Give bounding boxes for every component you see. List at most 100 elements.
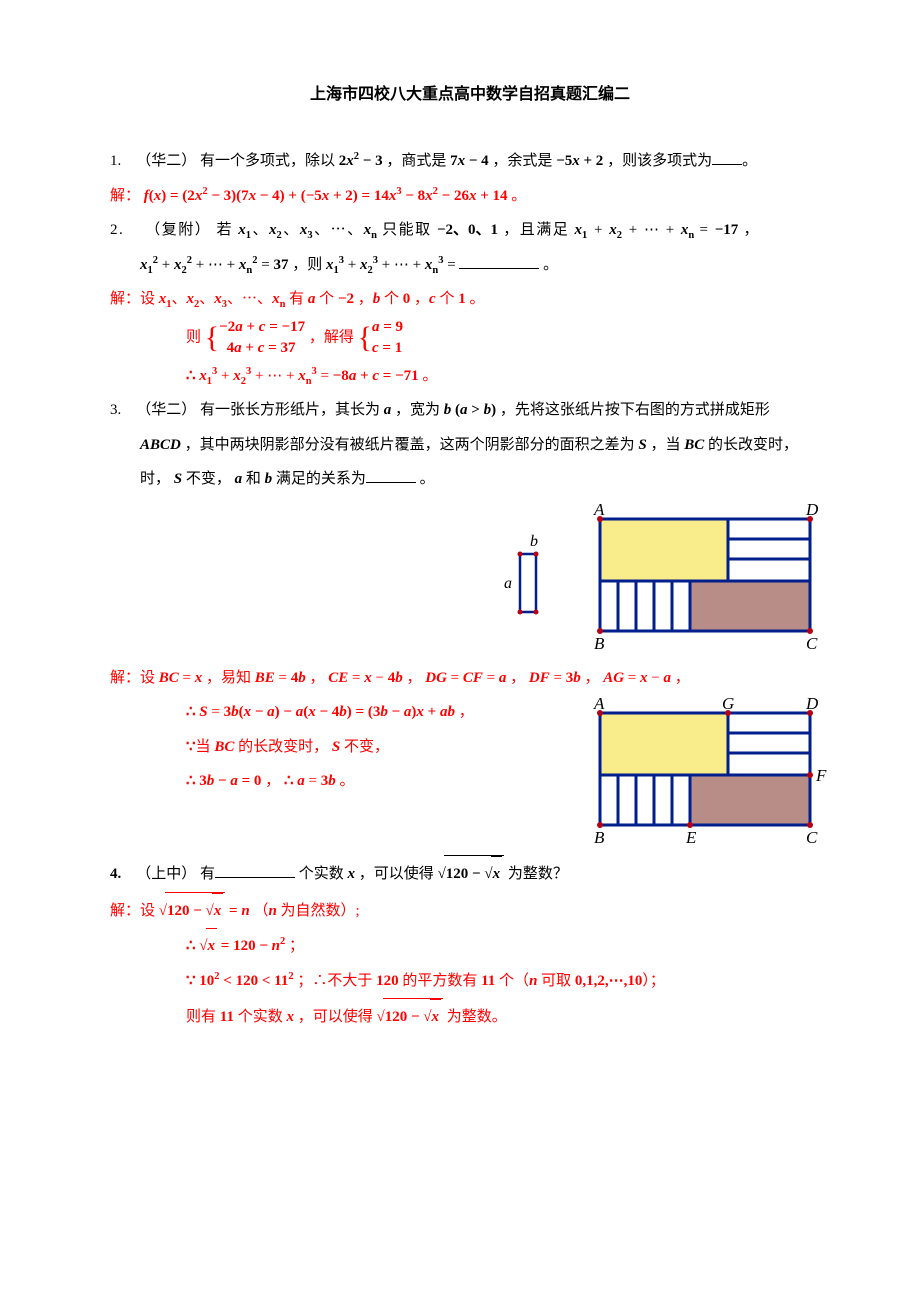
label-C: C	[806, 828, 818, 847]
p2-t4: ，则	[292, 257, 322, 273]
blank	[215, 862, 295, 878]
p4-sol-label: 解：设	[110, 903, 155, 919]
p4-3h: 可取	[541, 973, 571, 989]
p4-t2: 个实数	[299, 866, 344, 882]
p2-tail: 。	[543, 257, 558, 273]
p3-s: S	[638, 437, 646, 453]
p3-sol-S: ∴ S = 3b(x − a) − a(x − 4b) = (3b − a)x …	[110, 695, 570, 730]
p4-4g: 为整数。	[447, 1009, 507, 1025]
p3-t5: ，当	[650, 437, 680, 453]
p2-source: （复附）	[145, 222, 211, 238]
p3-sol-label: 解：设	[110, 670, 155, 686]
problem-3-sol-1: 解：设 BC = x ，易知 BE = 4b ， CE = x − 4b ， D…	[110, 661, 830, 696]
problem-3: 3. （华二） 有一张长方形纸片，其长为 a ，宽为 b (a > b) ，先将…	[110, 393, 830, 428]
p2-final-tail: 。	[422, 368, 437, 384]
p3-t7: 不变，	[186, 471, 231, 487]
p4-4e: ，可以使得	[298, 1009, 373, 1025]
p4-t4: 为整数？	[508, 866, 568, 882]
problem-2: 2. （复附） 若 x1、x2、x3、⋯、xn 只能取 −2、0、1 ，且满足 …	[110, 213, 830, 248]
p3-sol-tail: 。	[339, 773, 354, 789]
small-rect-svg: b a	[500, 526, 550, 626]
p1-t4: ，则该多项式为	[607, 153, 712, 169]
problem-3-line3: 时， S 不变， a 和 b 满足的关系为 。	[110, 462, 830, 497]
p4-3i: 0,1,2,⋯,10	[575, 973, 643, 989]
problem-2-line2: x12 + x22 + ⋯ + xn2 = 37 ，则 x13 + x23 + …	[110, 248, 830, 283]
p4-3e: 11	[481, 973, 495, 989]
small-rect-fig: b a	[500, 526, 550, 626]
blank	[712, 149, 742, 165]
p3-sol-because: ∵∵当当 BC 的长改变时， S 不变，	[110, 730, 570, 765]
label-F: F	[815, 766, 827, 785]
label-E: E	[685, 828, 697, 847]
p3-b: b	[444, 402, 452, 418]
problem-4-sol-2: ∴ √x = 120 − n2 ；	[110, 928, 830, 964]
p4-4a: 则有	[186, 1009, 216, 1025]
p4-4c: 个实数	[238, 1009, 283, 1025]
p2-sol-label: 解：设	[110, 291, 155, 307]
p1-tail: 。	[742, 153, 757, 169]
p3-t3: ，先将这张纸片按下右图的方式拼成矩形	[500, 402, 770, 418]
p3-sol-therefore: ∴ 3b − a = 0 ， ∴ a = 3b 。	[110, 764, 570, 799]
problem-4-sol-3: ∵ 102 < 120 < 112 ；∴不大于 120 的平方数有 11 个（n…	[110, 964, 830, 999]
p1-t1: 有一个多项式，除以	[200, 153, 335, 169]
problem-3-line2: ABCD ，其中两块阴影部分没有被纸片覆盖，这两个阴影部分的面积之差为 S ，当…	[110, 428, 830, 463]
p3-sol-t2: 的长改变时，	[238, 739, 328, 755]
p3-a: a	[384, 402, 392, 418]
p4-3b: ；∴不大于	[297, 973, 372, 989]
p3-t2: ，宽为	[395, 402, 440, 418]
p3-t6: 的长改变时，	[708, 437, 798, 453]
problem-1: 1. （华二） 有一个多项式，除以 2x2 − 3 ，商式是 7x − 4 ，余…	[110, 144, 830, 179]
p3-t8: 和	[246, 471, 261, 487]
problem-4-sol-4: 则有 11 个实数 x ，可以使得 √120 − √x 为整数。	[110, 998, 830, 1035]
p2-num: 2.	[110, 222, 124, 238]
p3-tail: 。	[420, 471, 435, 487]
fig1-svg: A D B C	[590, 501, 830, 651]
p4-3g: n	[529, 973, 537, 989]
p1-num: 1.	[110, 153, 121, 169]
p3-t1: 有一张长方形纸片，其长为	[200, 402, 380, 418]
p2-sol-t1: 有	[289, 291, 304, 307]
problem-4: 4. （上中） 有 个实数 x ，可以使得 √120 − √x 为整数？	[110, 855, 830, 892]
p1-sol-tail: 。	[511, 188, 526, 204]
p2-solve: ，解得	[309, 329, 354, 345]
p3-sol-t1: ，易知	[206, 670, 251, 686]
p4-4d: x	[286, 1009, 294, 1025]
p3-sol-t3: 不变，	[344, 739, 389, 755]
problem-1-solution: 解： f(x) = (2x2 − 3)(7x − 4) + (−5x + 2) …	[110, 179, 830, 214]
p4-source: （上中）	[136, 866, 196, 882]
p3-t9: 满足的关系为	[276, 471, 366, 487]
p3-num: 3.	[110, 402, 121, 418]
fig2: A G D F B E C	[570, 695, 830, 855]
p4-t3: ，可以使得	[359, 866, 434, 882]
p3-t4: ，其中两块阴影部分没有被纸片覆盖，这两个阴影部分的面积之差为	[185, 437, 635, 453]
p2-then: 则	[186, 329, 201, 345]
p3-bc: BC	[684, 437, 704, 453]
p2-t3: ，且满足	[503, 222, 569, 238]
label-b: b	[530, 533, 538, 550]
p4-3f: 个（	[499, 973, 529, 989]
label-C: C	[806, 634, 818, 651]
label-G: G	[722, 695, 734, 713]
page: 上海市四校八大重点高中数学自招真题汇编二 1. （华二） 有一个多项式，除以 2…	[0, 0, 920, 1302]
blank	[459, 253, 539, 269]
p2-t2: 只能取	[382, 222, 432, 238]
p4-x: x	[348, 866, 356, 882]
label-a: a	[504, 575, 512, 592]
page-title: 上海市四校八大重点高中数学自招真题汇编二	[110, 80, 830, 104]
fig2-svg: A G D F B E C	[590, 695, 830, 855]
problem-4-sol-1: 解：设 √120 − √x = n （n 为自然数）;	[110, 892, 830, 929]
p4-3d: 的平方数有	[402, 973, 477, 989]
p1-sol-label: 解：	[110, 188, 140, 204]
p4-num: 4.	[110, 866, 121, 882]
p2-t1: 若	[217, 222, 234, 238]
figure-row-1: b a	[110, 501, 830, 651]
label-A: A	[593, 695, 605, 713]
label-D: D	[805, 695, 819, 713]
fig1: A D B C	[590, 501, 830, 651]
problem-3-sol-with-fig: ∴ S = 3b(x − a) − a(x − 4b) = (3b − a)x …	[110, 695, 830, 855]
p4-3c: 120	[376, 973, 399, 989]
p1-t3: ，余式是	[492, 153, 552, 169]
label-B: B	[594, 634, 605, 651]
p4-t1: 有	[200, 866, 215, 882]
problem-2-sol-final: ∴ x13 + x23 + ⋯ + xn3 = −8a + c = −71 。	[110, 359, 830, 394]
